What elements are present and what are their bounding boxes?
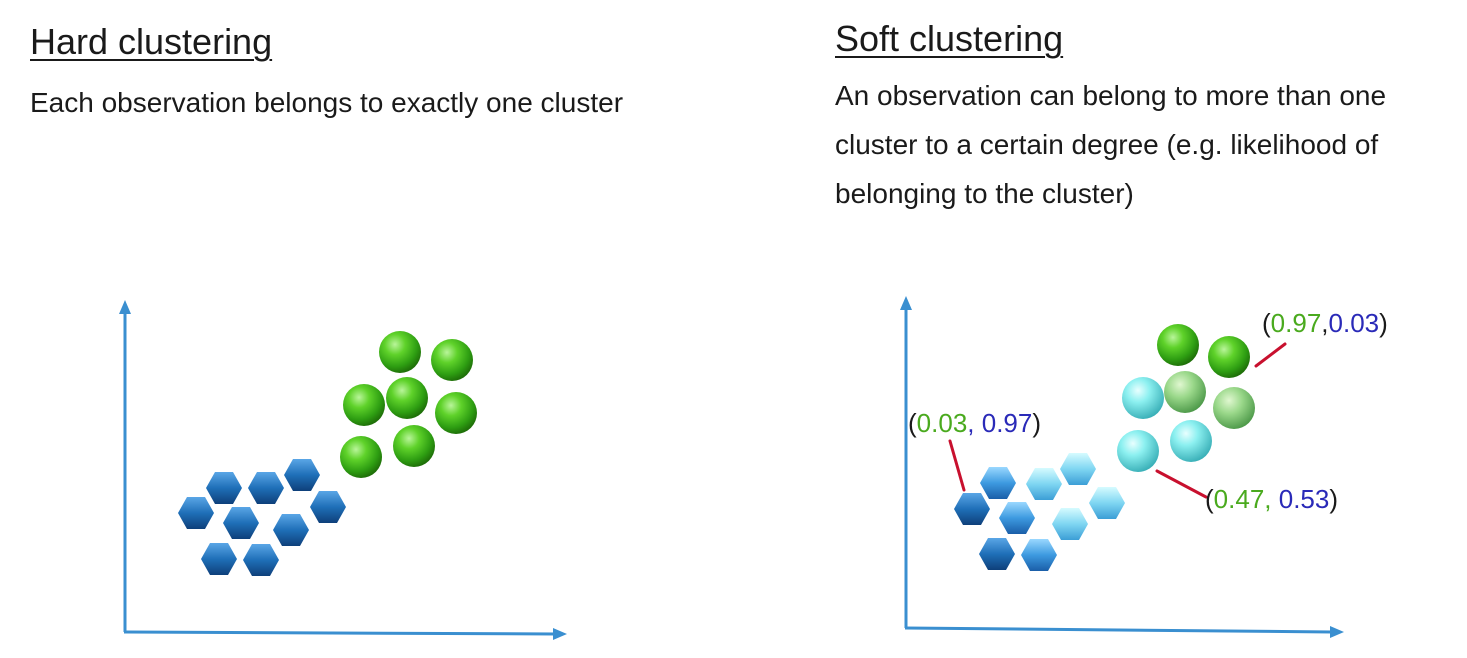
green-circle xyxy=(431,339,473,381)
green-circle xyxy=(340,436,382,478)
leader-lines xyxy=(948,342,1287,499)
mixed-circle xyxy=(1122,377,1164,419)
hard-x-axis xyxy=(123,630,557,636)
mixed-circle xyxy=(1117,430,1159,472)
hard-y-axis-arrow-icon xyxy=(119,300,131,314)
mixed-circle xyxy=(1213,387,1255,429)
green-circle xyxy=(1208,336,1250,378)
soft-y-axis-arrow-icon xyxy=(900,296,912,310)
green-circle xyxy=(393,425,435,467)
soft-circle-cluster xyxy=(1117,324,1255,472)
green-circle xyxy=(386,377,428,419)
leader-line-left xyxy=(948,439,966,492)
hard-x-axis-arrow-icon xyxy=(553,628,567,640)
prob-label-left: (0.03, 0.97) xyxy=(908,408,1041,438)
green-circle xyxy=(435,392,477,434)
soft-clustering-description: An observation can belong to more than o… xyxy=(835,80,1387,209)
mixed-circle xyxy=(1164,371,1206,413)
green-circle xyxy=(1157,324,1199,366)
blue-hexagon xyxy=(206,472,242,504)
blue-hexagon xyxy=(273,514,309,546)
mixed-hexagon xyxy=(1052,508,1088,540)
blue-hexagon xyxy=(243,544,279,576)
prob-label-bottom: (0.47, 0.53) xyxy=(1205,484,1338,514)
mixed-hexagon xyxy=(1089,487,1125,519)
hard-clustering-title: Hard clustering xyxy=(30,21,273,62)
blue-hexagon xyxy=(178,497,214,529)
soft-clustering-title: Soft clustering xyxy=(835,18,1064,59)
hard-blue-cluster xyxy=(178,459,346,576)
blue-hexagon xyxy=(284,459,320,491)
mixed-hexagon xyxy=(1021,539,1057,571)
blue-hexagon xyxy=(201,543,237,575)
soft-hexagon-cluster xyxy=(954,453,1125,571)
hard-axes xyxy=(119,300,567,640)
prob-label-top: (0.97,0.03) xyxy=(1262,308,1388,338)
leader-line-top xyxy=(1254,342,1287,368)
leader-line-bottom xyxy=(1155,469,1208,499)
blue-hexagon xyxy=(248,472,284,504)
hard-green-cluster xyxy=(340,331,477,478)
mixed-hexagon xyxy=(980,467,1016,499)
green-circle xyxy=(343,384,385,426)
soft-axes xyxy=(900,296,1344,638)
blue-hexagon xyxy=(310,491,346,523)
mixed-hexagon xyxy=(999,502,1035,534)
mixed-circle xyxy=(1170,420,1212,462)
blue-hexagon xyxy=(223,507,259,539)
mixed-hexagon xyxy=(1060,453,1096,485)
mixed-hexagon xyxy=(1026,468,1062,500)
blue-hexagon xyxy=(979,538,1015,570)
soft-x-axis-arrow-icon xyxy=(1330,626,1344,638)
soft-x-axis xyxy=(904,626,1333,634)
hard-clustering-description: Each observation belongs to exactly one … xyxy=(30,87,624,118)
green-circle xyxy=(379,331,421,373)
blue-hexagon xyxy=(954,493,990,525)
